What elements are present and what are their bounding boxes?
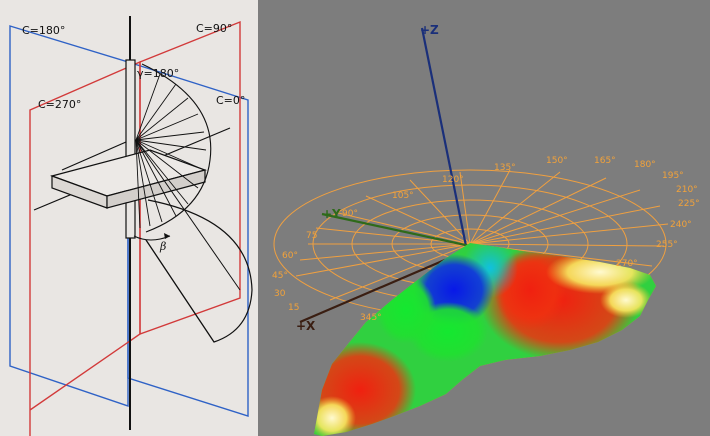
angle-45: 45°	[272, 271, 288, 281]
angle-135: 135°	[494, 163, 516, 173]
label-c0: C=0°	[216, 94, 245, 107]
angle-105: 105°	[392, 191, 414, 201]
angle-60: 60°	[282, 251, 298, 261]
intensity-ray	[145, 239, 215, 343]
gamma-arc	[141, 63, 212, 233]
label-gamma: γ=180°	[137, 67, 179, 80]
right-plot: +Z +Y +X 15 30 45° 60° 75 90° 105° 120° …	[258, 0, 710, 436]
angle-270: 270°	[616, 259, 638, 269]
left-diagram: C=180° C=90° C=270° C=0° γ=180° β	[0, 0, 258, 436]
x-axis	[299, 248, 469, 324]
angle-195: 195°	[662, 171, 684, 181]
label-c180: C=180°	[22, 24, 65, 37]
angle-180: 180°	[634, 160, 656, 170]
solid-yellow-edge	[600, 282, 652, 318]
label-c90: C=90°	[196, 22, 232, 35]
label-beta: β	[159, 240, 166, 253]
angle-15: 15	[288, 303, 299, 313]
label-c270: C=270°	[38, 98, 81, 111]
angle-225: 225°	[678, 199, 700, 209]
angle-240: 240°	[670, 220, 692, 230]
intensity-curve	[145, 199, 253, 343]
y-axis-label: +Y	[322, 207, 341, 221]
curve-chord	[135, 139, 241, 291]
angle-210: 210°	[676, 185, 698, 195]
angle-120: 120°	[442, 175, 464, 185]
angle-150: 150°	[546, 156, 568, 166]
beta-arrowhead	[164, 233, 170, 239]
luminaire-front	[106, 169, 206, 209]
y-axis	[321, 212, 471, 248]
angle-75: 75	[306, 231, 317, 241]
angle-165: 165°	[594, 156, 616, 166]
angle-90: 90°	[342, 209, 358, 219]
gamma-rays	[135, 73, 207, 229]
x-axis-label: +X	[296, 319, 316, 333]
plane-c0-half	[127, 61, 249, 417]
plane-c270	[29, 60, 141, 436]
angle-30: 30	[274, 289, 286, 299]
photometric-solid	[314, 243, 656, 436]
angle-255: 255°	[656, 240, 678, 250]
angle-345: 345°	[360, 313, 382, 323]
solid-yellow-left	[314, 396, 356, 436]
plane-c180-c0	[9, 25, 129, 407]
horizontal-axis-back	[61, 141, 127, 171]
z-axis	[420, 27, 468, 247]
lamp-pole	[125, 59, 136, 239]
z-axis-label: +Z	[420, 23, 439, 37]
